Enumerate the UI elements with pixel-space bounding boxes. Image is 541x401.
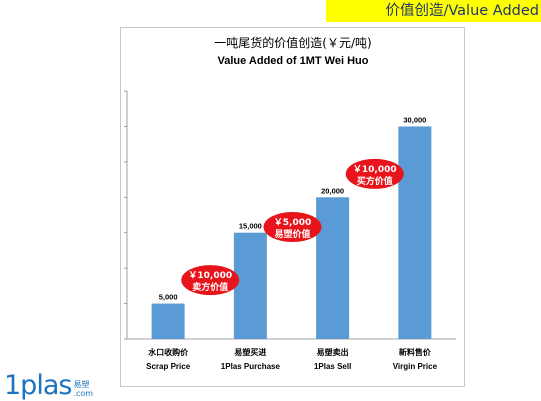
bar-data-label: 20,000 [321, 186, 344, 195]
value-badge-amount: ￥5,000 [274, 217, 311, 228]
bar [151, 303, 185, 339]
x-tick-label-en: 1Plas Purchase [221, 362, 281, 371]
bar-chart: 一吨尾货的价值创造(￥元/吨) Value Added of 1MT Wei Hu… [124, 35, 456, 371]
bar-data-label: 30,000 [403, 115, 426, 124]
bar-data-label: 15,000 [239, 222, 262, 231]
value-badge [181, 265, 240, 296]
value-badge-text: 易塑价值 [274, 228, 310, 240]
value-badge-text: 卖方价值 [192, 281, 228, 293]
value-badge-amount: ￥10,000 [188, 270, 232, 281]
value-badge [263, 212, 322, 242]
x-tick-label-cn: 水口收购价 [147, 347, 189, 357]
value-badge-text: 买方价值 [357, 175, 393, 187]
bar [233, 232, 267, 339]
x-tick-label-en: Scrap Price [146, 362, 191, 371]
bar [398, 126, 432, 339]
bar [316, 197, 350, 339]
logo-com-text: .com [73, 389, 94, 398]
x-tick-label-en: 1Plas Sell [314, 362, 351, 371]
bar-data-label: 5,000 [159, 293, 178, 302]
x-tick-label-cn: 易塑买进 [234, 347, 266, 357]
x-tick-label-en: Virgin Price [393, 362, 438, 371]
logo-cn-text: 易塑 [73, 380, 90, 389]
x-tick-label-cn: 新料售价 [399, 347, 432, 357]
logo-main-text: 1plas [4, 370, 72, 401]
x-tick-label-cn: 易塑卖出 [317, 347, 349, 357]
slide-title: 价值创造/Value Added [326, 0, 541, 22]
value-badge [345, 158, 404, 189]
chart-subtitle: Value Added of 1MT Wei Huo [218, 55, 369, 67]
chart-frame: 一吨尾货的价值创造(￥元/吨) Value Added of 1MT Wei Hu… [120, 27, 465, 387]
value-badge-amount: ￥10,000 [353, 164, 397, 175]
chart-title: 一吨尾货的价值创造(￥元/吨) [214, 35, 371, 50]
company-logo: 1plas 易塑 .com [4, 370, 93, 400]
